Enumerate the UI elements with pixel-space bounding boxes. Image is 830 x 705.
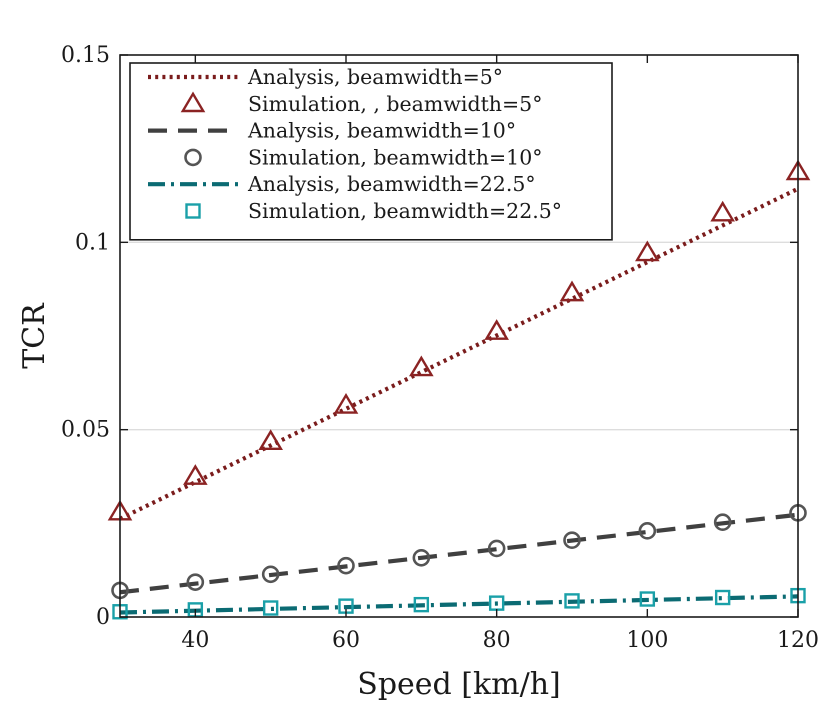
series-marker-3 [337, 556, 355, 575]
series-marker-3 [487, 539, 506, 558]
series-marker-1 [183, 464, 208, 485]
x-tick-label: 80 [483, 628, 511, 653]
y-tick-label: 0.05 [61, 418, 110, 443]
legend-label-0: Analysis, beamwidth=5° [247, 65, 503, 89]
series-marker-5 [564, 593, 580, 609]
series-marker-1 [409, 355, 434, 377]
legend-label-5: Simulation, beamwidth=22.5° [248, 199, 562, 223]
legend-label-3: Simulation, beamwidth=10° [248, 145, 543, 169]
legend-box [129, 62, 613, 241]
series-marker-1 [710, 200, 735, 222]
y-tick-label: 0.1 [75, 230, 110, 255]
x-axis-label: Speed [km/h] [357, 667, 560, 702]
legend-swatch-1 [180, 91, 206, 113]
series-marker-1 [635, 240, 660, 262]
y-tick-label: 0 [96, 605, 110, 630]
axes-frame [119, 54, 799, 618]
legend-swatch-3 [184, 148, 202, 167]
x-tick-label: 60 [332, 628, 360, 653]
series-marker-3 [638, 522, 657, 540]
series-marker-1 [484, 319, 509, 340]
legend: Analysis, beamwidth=5° Simulation, , beam… [129, 62, 613, 241]
x-tick-label: 40 [181, 628, 209, 653]
x-tick-label: 120 [777, 628, 819, 653]
series-marker-3 [186, 573, 205, 591]
series-marker-1 [258, 429, 283, 451]
series-marker-5 [639, 591, 656, 607]
x-tick-label: 100 [626, 628, 668, 653]
legend-swatch-5 [185, 203, 201, 219]
axis-ticks: 0 0.05 0.1 0.15 40 60 80 100 120 [61, 43, 819, 653]
series-marker-5 [262, 600, 279, 616]
legend-label-4: Analysis, beamwidth=22.5° [247, 172, 536, 196]
series-marker-1 [333, 392, 359, 414]
y-tick-label: 0.15 [61, 43, 110, 68]
legend-label-2: Analysis, beamwidth=10° [247, 119, 516, 143]
series-marker-3 [713, 513, 732, 532]
plot-series [107, 159, 811, 620]
series-marker-5 [413, 596, 430, 613]
series-line-0 [119, 186, 799, 521]
series-marker-3 [563, 531, 581, 549]
legend-label-1: Simulation, , beamwidth=5° [248, 92, 542, 116]
series-marker-3 [412, 549, 431, 567]
y-axis-label: TCR [17, 302, 52, 369]
series-line-2 [119, 512, 799, 595]
series-marker-1 [559, 280, 585, 302]
series-marker-3 [261, 565, 280, 584]
series-marker-5 [714, 589, 731, 606]
